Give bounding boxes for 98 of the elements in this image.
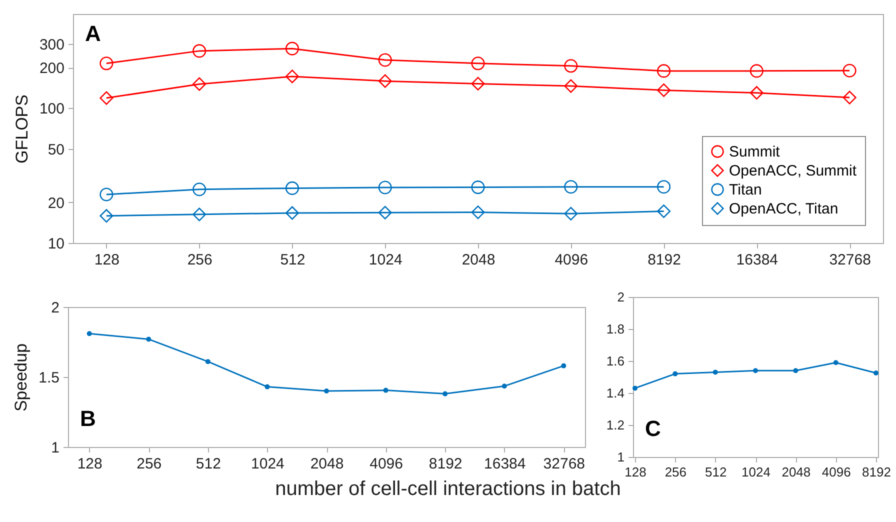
point [100, 188, 114, 202]
y-tick-label: 1.2 [606, 418, 624, 432]
x-tick-label: 8192 [862, 464, 891, 480]
annotation: A [85, 21, 101, 46]
y-axis-title: GFLOPS [12, 94, 32, 164]
point [383, 388, 388, 393]
x-tick-label: 16384 [736, 252, 778, 268]
point [205, 359, 210, 364]
point [285, 181, 299, 195]
x-tick-label: 128 [77, 456, 102, 472]
y-tick-label: 300 [39, 36, 64, 54]
y-tick-label: 1.5 [38, 370, 60, 386]
point [657, 64, 671, 78]
x-tick-label: 32768 [829, 252, 871, 268]
y-tick-label: 20 [48, 194, 64, 212]
point [378, 206, 392, 220]
x-tick-label: 1024 [251, 456, 284, 472]
legend-label: OpenACC, Summit [729, 162, 858, 180]
y-tick-label: 1 [617, 450, 624, 464]
point [100, 209, 114, 223]
x-tick-label: 256 [136, 456, 162, 472]
legend-label: Summit [729, 144, 781, 160]
point [561, 363, 566, 368]
x-tick-label: 128 [624, 464, 646, 480]
x-tick-label: 2048 [462, 252, 496, 268]
point [100, 91, 114, 105]
x-axis-title: number of cell-cell interactions in batch [274, 478, 622, 501]
y-tick-label: 50 [48, 141, 64, 158]
point [285, 42, 299, 56]
y-tick-label: 100 [39, 100, 64, 118]
point [471, 206, 485, 220]
point [833, 360, 838, 366]
point [378, 180, 392, 194]
point [564, 180, 578, 194]
point [378, 53, 392, 67]
x-tick-label: 128 [94, 252, 120, 268]
point [750, 86, 764, 100]
x-tick-label: 2048 [782, 464, 811, 480]
x-tick-label: 8192 [428, 456, 462, 472]
point [657, 83, 671, 97]
x-tick-label: 2048 [310, 456, 344, 472]
point [471, 180, 485, 194]
y-tick-label: 10 [48, 236, 64, 252]
point [750, 64, 764, 78]
x-tick-label: 1024 [368, 252, 402, 268]
x-tick-label: 4096 [822, 464, 851, 480]
point [657, 180, 671, 194]
point [793, 368, 798, 374]
point [672, 371, 678, 376]
point [192, 208, 206, 222]
point [502, 384, 507, 389]
legend-label: Titan [729, 182, 762, 198]
annotation: C [645, 416, 661, 441]
point [192, 44, 206, 58]
y-tick-label: 200 [39, 60, 64, 78]
point [564, 206, 578, 220]
y-tick-label: 1 [51, 440, 60, 456]
x-tick-label: 256 [664, 464, 687, 480]
x-tick-label: 256 [187, 252, 212, 268]
point [285, 70, 299, 84]
y-tick-label: 1.4 [606, 386, 624, 400]
legend-label: OpenACC, Titan [729, 200, 838, 218]
point [564, 59, 578, 73]
y-tick-label: 2 [51, 300, 60, 316]
point [632, 386, 638, 391]
x-tick-label: 4096 [554, 252, 588, 268]
point [192, 182, 206, 196]
point [712, 370, 718, 375]
y-tick-label: 1.8 [606, 322, 624, 336]
point [324, 388, 329, 394]
point [146, 336, 152, 342]
point [873, 370, 878, 376]
point [471, 76, 485, 90]
x-tick-label: 4096 [370, 456, 403, 472]
x-tick-label: 32768 [543, 456, 586, 472]
x-tick-label: 512 [280, 252, 306, 268]
x-tick-label: 1024 [742, 464, 770, 480]
point [442, 391, 448, 396]
point [564, 79, 578, 93]
point [264, 384, 270, 390]
point [657, 204, 671, 218]
point [100, 56, 114, 70]
point [378, 74, 392, 88]
y-tick-label: 1.6 [606, 354, 624, 368]
point [471, 56, 485, 70]
annotation: B [80, 406, 96, 431]
y-axis-title: Speedup [12, 343, 31, 412]
x-tick-label: 16384 [484, 456, 526, 472]
point [842, 90, 856, 104]
point [753, 368, 758, 374]
x-tick-label: 512 [196, 456, 221, 472]
point [86, 331, 92, 336]
point [192, 77, 206, 91]
x-tick-label: 512 [704, 464, 727, 480]
y-tick-label: 2 [617, 290, 624, 304]
point [285, 206, 299, 220]
point [842, 64, 856, 78]
x-tick-label: 8192 [648, 252, 681, 268]
